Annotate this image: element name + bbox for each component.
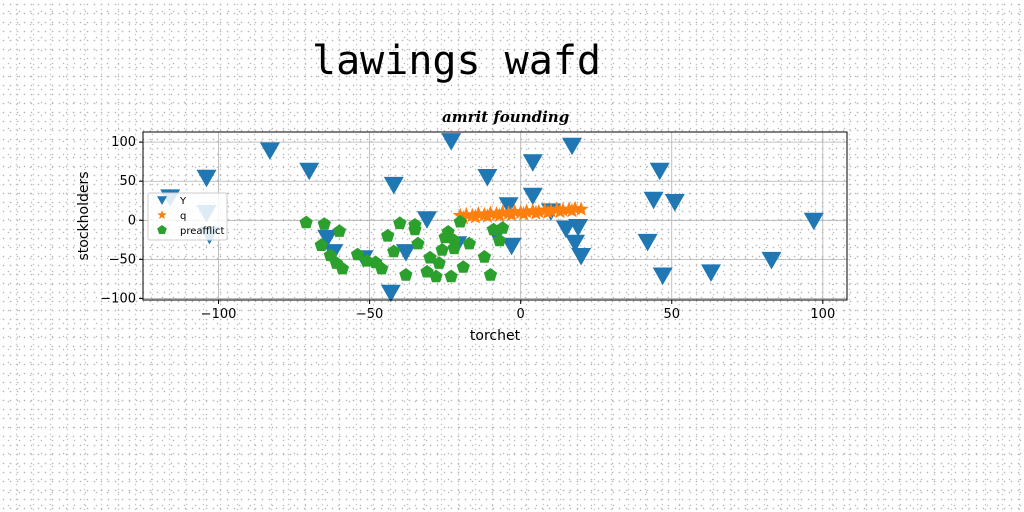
x-tick-label: 100 [810, 307, 835, 322]
marker-preafflict [456, 260, 470, 273]
legend-label-preafflict: preafflict [180, 226, 224, 237]
marker-q [491, 207, 508, 223]
legend-label-q: q [180, 211, 186, 222]
legend: Yq preafflict [147, 192, 228, 241]
marker-preafflict [387, 244, 401, 258]
marker-y [380, 284, 401, 303]
marker-y [522, 154, 543, 172]
marker-preafflict [350, 247, 365, 261]
marker-preafflict [381, 228, 395, 242]
marker-y [643, 191, 664, 210]
legend-marker-preafflict [157, 225, 167, 234]
figure-title: lawings wafd [312, 38, 601, 84]
marker-preafflict [332, 224, 347, 237]
legend-label-y: Y [179, 196, 187, 207]
marker-preafflict [359, 253, 374, 267]
marker-y [196, 169, 217, 188]
marker-preafflict [429, 269, 443, 283]
legend-marker-y [157, 196, 167, 205]
marker-preafflict [444, 269, 458, 283]
marker-y [701, 264, 721, 282]
marker-q [504, 206, 520, 222]
y-tick-label: 50 [119, 174, 136, 189]
marker-preafflict [441, 225, 455, 238]
marker-preafflict [314, 238, 328, 251]
marker-preafflict [495, 221, 510, 234]
x-tick-label: −50 [356, 307, 383, 322]
legend-box [147, 192, 228, 241]
marker-q [479, 208, 496, 223]
marker-preafflict [462, 236, 476, 250]
marker-q [519, 203, 535, 219]
marker-preafflict [323, 248, 337, 262]
marker-y [652, 267, 673, 285]
marker-preafflict [477, 250, 492, 263]
marker-preafflict [399, 268, 413, 281]
marker-q [516, 206, 532, 221]
marker-y [259, 142, 280, 160]
x-tick-label: 50 [663, 307, 680, 322]
marker-q [540, 204, 556, 219]
marker-y [417, 211, 437, 229]
x-axis-label: torchet [470, 328, 521, 344]
marker-y [761, 251, 782, 270]
marker-q [573, 201, 589, 216]
y-tick-label: −50 [109, 252, 136, 267]
data-markers [160, 133, 824, 303]
marker-y [568, 219, 589, 237]
legend-marker-q [157, 210, 167, 219]
axis-ticks: −100 −50 0 50 100 −100 −50 0 50 100 [100, 135, 835, 322]
marker-preafflict [435, 243, 449, 256]
marker-preafflict [432, 256, 446, 269]
marker-y [501, 237, 522, 256]
marker-y [649, 162, 670, 181]
marker-preafflict [375, 261, 389, 275]
marker-y [395, 244, 416, 262]
marker-y [562, 137, 582, 156]
marker-q [552, 203, 568, 219]
marker-preafflict [423, 250, 437, 264]
x-tick-label: 0 [517, 307, 525, 322]
marker-y [477, 169, 498, 187]
marker-preafflict [483, 268, 498, 281]
plot-frame [142, 131, 848, 301]
marker-preafflict [492, 233, 507, 247]
marker-preafflict [335, 261, 350, 275]
marker-y [556, 220, 576, 239]
marker-q [564, 202, 580, 218]
marker-preafflict [299, 215, 313, 229]
y-tick-label: −100 [100, 291, 136, 306]
marker-preafflict [411, 236, 425, 250]
y-tick-label: 0 [128, 213, 136, 228]
marker-y [803, 212, 824, 231]
marker-preafflict [317, 217, 331, 230]
marker-y [522, 187, 543, 206]
marker-y [441, 133, 462, 151]
marker-y [565, 234, 586, 253]
marker-y [664, 194, 685, 212]
chart-title: amrit founding [442, 108, 570, 126]
marker-preafflict [453, 214, 467, 228]
marker-y [383, 176, 404, 195]
marker-y [571, 248, 592, 266]
marker-preafflict [408, 222, 422, 236]
marker-preafflict [393, 216, 407, 230]
marker-q [528, 205, 544, 220]
y-axis-label: stockholders [76, 171, 92, 260]
marker-y [317, 230, 338, 248]
marker-y [299, 162, 320, 181]
y-tick-label: 100 [111, 135, 136, 150]
marker-y [637, 233, 658, 252]
x-tick-label: −100 [201, 307, 237, 322]
marker-q [452, 207, 468, 223]
marker-q [467, 209, 483, 224]
marker-preafflict [447, 233, 461, 247]
